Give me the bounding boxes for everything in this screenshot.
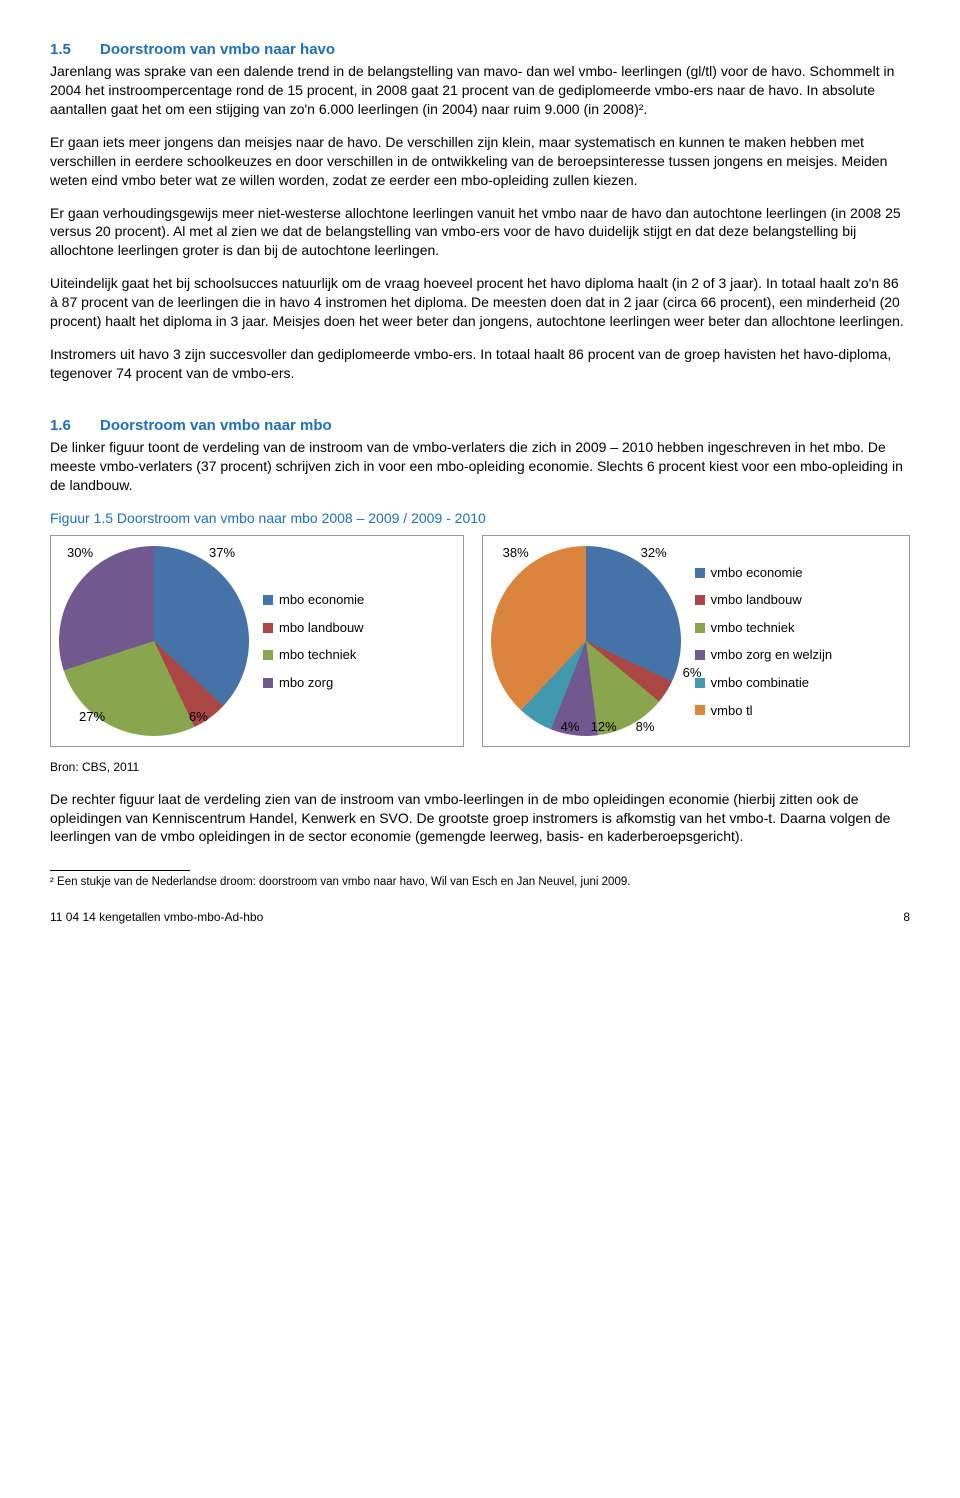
page-number: 8 (903, 909, 910, 925)
para-1-5-3: Er gaan verhoudingsgewijs meer niet-west… (50, 204, 910, 261)
section-title-1-6: Doorstroom van vmbo naar mbo (100, 417, 332, 434)
footnote-rule (50, 870, 190, 871)
pct-label: 37% (209, 544, 235, 562)
legend-label: vmbo landbouw (711, 591, 802, 609)
legend-swatch (695, 650, 705, 660)
legend-label: vmbo combinatie (711, 674, 809, 692)
legend-swatch (695, 623, 705, 633)
legend-left: mbo economie mbo landbouw mbo techniek mbo … (263, 591, 364, 691)
pct-label: 12% (591, 718, 617, 736)
para-1-5-5: Instromers uit havo 3 zijn succesvoller … (50, 345, 910, 383)
section-heading-1-5: 1.5Doorstroom van vmbo naar havo (50, 40, 910, 60)
para-1-5-1: Jarenlang was sprake van een dalende tre… (50, 62, 910, 119)
source-line: Bron: CBS, 2011 (50, 759, 910, 775)
pct-label: 30% (67, 544, 93, 562)
section-num-1-6: 1.6 (50, 416, 100, 436)
footnote: ² Een stukje van de Nederlandse droom: d… (50, 875, 910, 891)
after-charts-para: De rechter figuur laat de verdeling zien… (50, 790, 910, 847)
pct-label: 38% (503, 544, 529, 562)
legend-label: mbo economie (279, 591, 364, 609)
section-title-1-5: Doorstroom van vmbo naar havo (100, 41, 335, 58)
legend-label: mbo techniek (279, 646, 356, 664)
legend-swatch (263, 595, 273, 605)
legend-label: mbo zorg (279, 674, 333, 692)
chart-left-box: 37%6%27%30% mbo economiembo landbouwmbo … (50, 535, 464, 747)
legend-swatch (695, 568, 705, 578)
pct-label: 4% (561, 718, 580, 736)
section-num-1-5: 1.5 (50, 40, 100, 60)
para-1-5-2: Er gaan iets meer jongens dan meisjes na… (50, 133, 910, 190)
legend-item: vmbo tl (695, 702, 832, 720)
figure-title: Figuur 1.5 Doorstroom van vmbo naar mbo … (50, 509, 910, 528)
legend-swatch (695, 595, 705, 605)
footer-left: 11 04 14 kengetallen vmbo-mbo-Ad-hbo (50, 909, 263, 925)
page-footer: 11 04 14 kengetallen vmbo-mbo-Ad-hbo 8 (50, 909, 910, 925)
pie-chart (491, 546, 681, 736)
legend-swatch (263, 650, 273, 660)
legend-right: vmbo economie vmbo landbouw vmbo techniek v… (695, 564, 832, 719)
legend-label: vmbo zorg en welzijn (711, 646, 832, 664)
chart-right-box: 32% 4% 12% 8% 6% 38% vmbo economie vmbo landbo… (482, 535, 910, 747)
legend-item: mbo techniek (263, 646, 364, 664)
pct-label: 8% (636, 718, 655, 736)
legend-item: vmbo landbouw (695, 591, 832, 609)
pct-label: 6% (189, 708, 208, 726)
pie-left: 37% 6% 27% 30% (59, 546, 249, 736)
legend-swatch (695, 705, 705, 715)
legend-label: vmbo tl (711, 702, 753, 720)
para-1-5-4: Uiteindelijk gaat het bij schoolsucces n… (50, 274, 910, 331)
charts-row: 37%6%27%30% mbo economiembo landbouwmbo … (50, 535, 910, 747)
pct-label: 6% (683, 664, 702, 682)
pie-right: 32%4%12%8%6%38% (491, 546, 681, 736)
legend-swatch (263, 623, 273, 633)
legend-item: mbo zorg (263, 674, 364, 692)
pct-label: 32% (641, 544, 667, 562)
legend-item: vmbo techniek (695, 619, 832, 637)
legend-item: vmbo combinatie (695, 674, 832, 692)
legend-label: mbo landbouw (279, 619, 364, 637)
legend-item: vmbo economie (695, 564, 832, 582)
legend-item: vmbo zorg en welzijn (695, 646, 832, 664)
legend-item: mbo economie (263, 591, 364, 609)
legend-swatch (263, 678, 273, 688)
section-heading-1-6: 1.6Doorstroom van vmbo naar mbo (50, 416, 910, 436)
legend-item: mbo landbouw (263, 619, 364, 637)
para-1-6-1: De linker figuur toont de verdeling van … (50, 438, 910, 495)
legend-label: vmbo techniek (711, 619, 795, 637)
legend-label: vmbo economie (711, 564, 803, 582)
pct-label: 27% (79, 708, 105, 726)
